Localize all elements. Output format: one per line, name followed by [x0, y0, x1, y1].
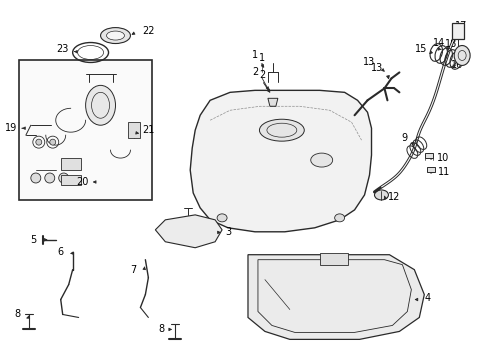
Text: 11: 11	[438, 167, 450, 177]
Ellipse shape	[217, 214, 227, 222]
Ellipse shape	[100, 28, 130, 44]
Text: 20: 20	[76, 177, 89, 187]
Ellipse shape	[259, 119, 304, 141]
Text: 1: 1	[259, 54, 265, 63]
Text: 2: 2	[259, 71, 265, 80]
Text: 6: 6	[58, 247, 64, 257]
PathPatch shape	[190, 90, 371, 232]
Text: 21: 21	[142, 125, 154, 135]
Ellipse shape	[311, 153, 333, 167]
Text: 15: 15	[415, 44, 427, 54]
Text: 9: 9	[401, 133, 408, 143]
Text: 2: 2	[252, 67, 258, 77]
Circle shape	[59, 173, 69, 183]
Circle shape	[50, 139, 56, 145]
Ellipse shape	[335, 214, 344, 222]
Text: 23: 23	[56, 44, 69, 54]
Bar	[61, 158, 81, 170]
Text: 10: 10	[437, 153, 449, 163]
Text: 22: 22	[142, 26, 155, 36]
Ellipse shape	[86, 85, 116, 125]
Text: 8: 8	[158, 324, 164, 334]
Ellipse shape	[454, 45, 470, 66]
Bar	[128, 122, 141, 138]
Text: 4: 4	[424, 293, 430, 302]
Text: 1: 1	[252, 50, 258, 60]
Text: 5: 5	[30, 235, 36, 245]
Text: 13: 13	[371, 63, 384, 73]
Polygon shape	[155, 215, 222, 248]
Circle shape	[31, 173, 41, 183]
Text: 3: 3	[225, 227, 231, 237]
Text: 16: 16	[451, 60, 464, 71]
Polygon shape	[268, 98, 278, 106]
Text: 12: 12	[388, 192, 401, 202]
Text: 7: 7	[130, 265, 137, 275]
Text: 13: 13	[364, 58, 376, 67]
Circle shape	[36, 139, 42, 145]
Ellipse shape	[106, 31, 124, 40]
Bar	[61, 175, 81, 185]
Polygon shape	[425, 153, 433, 158]
Text: 8: 8	[15, 310, 21, 319]
Text: 18: 18	[445, 39, 457, 49]
Circle shape	[45, 173, 55, 183]
Polygon shape	[452, 23, 464, 39]
Polygon shape	[427, 167, 435, 172]
Text: 14: 14	[433, 37, 445, 48]
Text: 19: 19	[5, 123, 17, 133]
Bar	[319, 253, 347, 265]
Polygon shape	[248, 255, 424, 339]
Text: 17: 17	[455, 21, 467, 31]
Bar	[19, 60, 152, 200]
Ellipse shape	[374, 190, 389, 200]
